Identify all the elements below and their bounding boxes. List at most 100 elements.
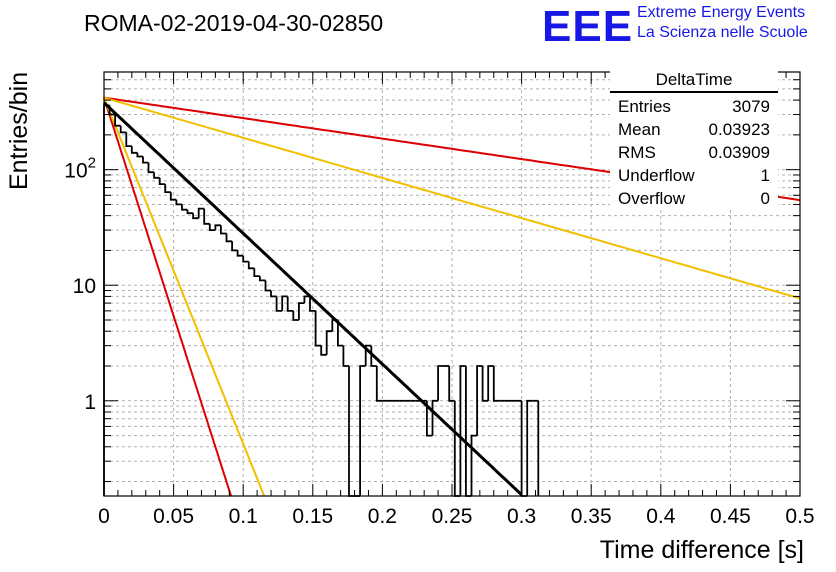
x-axis-label: Time difference [s]	[599, 536, 804, 564]
histogram-bin	[231, 241, 238, 252]
histogram-bin	[342, 345, 349, 367]
histogram-bin	[236, 250, 244, 257]
histogram-bin	[114, 114, 121, 127]
histogram-bin	[448, 366, 455, 402]
histogram-bin	[264, 280, 271, 292]
stats-value: 0.03923	[708, 120, 770, 139]
y-tick-label: 1	[84, 391, 96, 414]
stats-label: RMS	[618, 143, 656, 162]
x-tick-label: 0.4	[646, 505, 676, 528]
histogram-bin	[470, 434, 478, 496]
histogram-bin	[259, 276, 266, 282]
histogram-bin	[303, 295, 310, 304]
model-curve	[103, 97, 233, 497]
histogram-bin	[119, 125, 127, 134]
histogram-bin	[320, 345, 327, 356]
exponential-fit-line	[102, 101, 523, 496]
histogram-bin	[314, 310, 322, 347]
histogram-bin	[476, 365, 483, 436]
y-tick-label: 102	[64, 155, 96, 183]
stats-value: 3079	[732, 97, 770, 116]
model-curve	[103, 97, 266, 497]
histogram-bin	[197, 207, 205, 219]
x-tick-label: 0.25	[432, 505, 473, 528]
fit-line	[102, 101, 523, 496]
histogram-bin	[337, 320, 344, 347]
histogram-bin	[136, 152, 143, 158]
histogram-bin	[481, 366, 489, 402]
histogram-bin	[103, 104, 110, 496]
histogram-bin	[158, 177, 166, 185]
x-tick-label: 0.35	[571, 505, 612, 528]
histogram-bin	[292, 310, 299, 321]
histogram-bin	[142, 156, 149, 164]
stats-value: 0	[760, 189, 770, 208]
x-tick-labels: 0 0.05 0.1 0.15 0.2 0.25 0.3 0.35 0.4 0.45 0.5	[98, 505, 814, 528]
axis-ticks	[103, 71, 801, 496]
run-title: ROMA-02-2019-04-30-02850	[84, 10, 384, 36]
histogram-bin	[431, 399, 439, 436]
histogram-bin	[309, 296, 316, 312]
histogram-bin	[169, 192, 177, 201]
x-tick-label: 0.05	[153, 505, 194, 528]
histogram-bin	[487, 365, 494, 401]
histogram-bin	[186, 209, 194, 215]
histogram-bin	[325, 330, 333, 355]
histogram-bin	[459, 365, 466, 496]
eee-logo: EEE	[542, 2, 634, 51]
stats-label: Overflow	[618, 189, 686, 208]
histogram-bin	[153, 172, 160, 179]
histogram-bin	[286, 296, 294, 312]
y-axis-label: Entries/bin	[5, 71, 33, 190]
model-curves	[103, 96, 801, 497]
histogram-bin	[437, 365, 444, 401]
stats-row-underflow: Underflow 1	[610, 164, 778, 187]
histogram-bin	[164, 184, 171, 193]
x-tick-label: 0	[98, 505, 110, 528]
histogram-bin	[214, 224, 221, 231]
histogram-bin	[375, 366, 383, 402]
histogram-bin	[208, 223, 216, 231]
histogram-bin	[281, 295, 288, 311]
stats-label: Underflow	[618, 166, 695, 185]
histogram-bin	[359, 365, 366, 496]
y-tick-label: 10	[73, 275, 96, 298]
histogram-bin	[192, 213, 199, 220]
model-curve	[103, 96, 801, 300]
stats-row-entries: Entries 3079	[610, 95, 778, 118]
histogram-bin	[125, 132, 132, 147]
stats-row-rms: RMS 0.03909	[610, 141, 778, 164]
x-tick-label: 0.1	[229, 505, 258, 528]
logo-line-1: Extreme Energy Events	[637, 4, 806, 21]
histogram-bin	[275, 296, 283, 312]
histogram-bin	[298, 302, 305, 320]
x-tick-label: 0.2	[368, 505, 397, 528]
x-tick-label: 0.5	[785, 505, 814, 528]
histogram-bin	[247, 261, 255, 270]
histogram-bin	[364, 344, 372, 366]
logo-line-2: La Scienza nelle Scuole	[637, 24, 808, 41]
histogram-bin	[175, 199, 182, 206]
x-tick-label: 0.45	[710, 505, 751, 528]
histogram-bin	[492, 366, 500, 402]
histogram-bin	[426, 400, 433, 437]
histogram-bin	[203, 208, 210, 225]
stats-value: 0.03909	[708, 143, 770, 162]
x-tick-label: 0.3	[507, 505, 536, 528]
stats-title: DeltaTime	[610, 70, 778, 93]
x-tick-label: 0.15	[292, 505, 333, 528]
histogram-bin	[147, 162, 155, 174]
stats-box: DeltaTime Entries 3079 Mean 0.03923 RMS …	[610, 70, 778, 210]
histogram-bin	[242, 255, 249, 263]
histogram-bin	[225, 233, 233, 243]
histogram-bin	[270, 290, 277, 298]
stats-row-mean: Mean 0.03923	[610, 118, 778, 141]
stats-label: Entries	[618, 97, 671, 116]
y-tick-labels: 1 10 102	[64, 155, 96, 414]
histogram-bin	[130, 146, 138, 154]
histogram-bin	[348, 366, 355, 497]
histogram-bin	[181, 204, 188, 211]
histogram-bin	[253, 268, 260, 277]
stats-label: Mean	[618, 120, 661, 139]
